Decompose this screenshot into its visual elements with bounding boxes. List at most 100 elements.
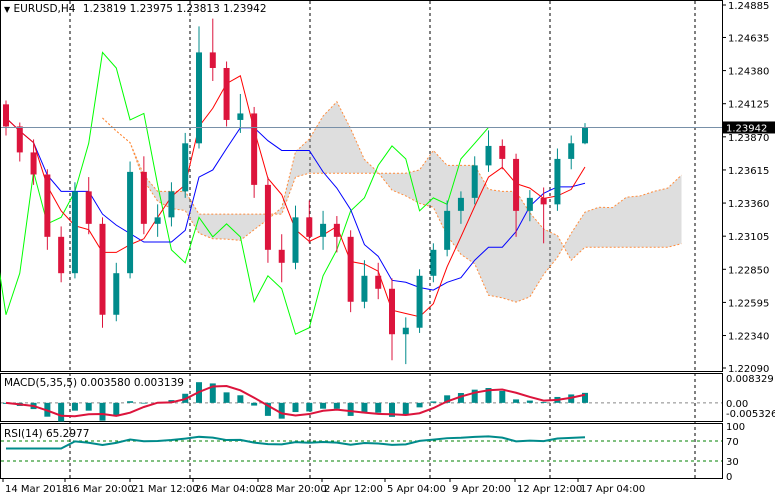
candle-body xyxy=(306,217,313,237)
macd-bar xyxy=(251,402,258,406)
macd-tick-label: 0.00 xyxy=(726,399,748,410)
macd-bar xyxy=(223,392,230,403)
candle-body xyxy=(361,275,368,302)
ohlc-readout: 1.23819 1.23975 1.23813 1.23942 xyxy=(82,3,267,15)
candle-body xyxy=(113,273,120,315)
macd-bar xyxy=(485,388,492,403)
price-tick-label: 1.22850 xyxy=(728,265,769,276)
rsi-label: RSI(14) 65.2977 xyxy=(4,428,90,440)
macd-bar xyxy=(513,399,520,403)
time-tick-label: 16 Mar 20:00 xyxy=(67,484,134,495)
candle-body xyxy=(3,104,9,127)
macd-bar xyxy=(526,400,533,403)
macd-bar xyxy=(430,401,437,403)
macd-bar xyxy=(292,402,299,413)
candle-body xyxy=(457,197,464,211)
macd-bar xyxy=(99,402,106,421)
macd-tick-label: -0.005326 xyxy=(726,409,775,420)
macd-bar xyxy=(402,402,409,416)
candle-body xyxy=(278,249,285,263)
macd-bar xyxy=(333,402,340,409)
candle-body xyxy=(196,52,202,144)
chikou-line xyxy=(0,51,489,335)
price-tick-label: 1.22090 xyxy=(728,364,769,375)
candle-body xyxy=(140,171,147,224)
macd-bar xyxy=(278,402,285,419)
candle-body xyxy=(223,67,230,120)
time-tick-label: 28 Mar 20:00 xyxy=(260,484,327,495)
macd-bar xyxy=(361,402,368,414)
price-tick-label: 1.23870 xyxy=(728,133,769,144)
price-tick-label: 1.23360 xyxy=(728,199,769,210)
time-tick-label: 5 Apr 04:00 xyxy=(387,484,446,495)
candle-body xyxy=(58,236,65,274)
triangle-down-icon[interactable]: ▼ xyxy=(4,5,11,14)
candle-body xyxy=(251,113,258,185)
candle-body xyxy=(168,191,175,218)
rsi-pane-frame xyxy=(0,423,723,479)
candle-body xyxy=(430,249,437,276)
time-tick-label: 14 Mar 2018 xyxy=(5,484,68,495)
macd-bar xyxy=(237,395,244,403)
candle-body xyxy=(499,145,506,159)
macd-bar xyxy=(582,392,588,403)
time-tick-label: 9 Apr 20:00 xyxy=(452,484,511,495)
rsi-tick-label: 70 xyxy=(726,437,739,448)
candle-body xyxy=(154,217,161,224)
candle-body xyxy=(582,127,588,144)
candle-body xyxy=(292,217,299,263)
candle-body xyxy=(568,143,575,159)
candle-body xyxy=(264,184,271,250)
price-tick-label: 1.23105 xyxy=(728,232,769,243)
rsi-line xyxy=(6,435,586,450)
candle-body xyxy=(182,143,189,192)
candle-body xyxy=(44,174,51,237)
macd-signal-line xyxy=(5,384,586,418)
macd-bar xyxy=(444,395,451,403)
macd-bar xyxy=(499,390,506,403)
candle-body xyxy=(389,288,395,335)
macd-bar xyxy=(140,402,147,404)
candle-body xyxy=(30,152,37,175)
candle-body xyxy=(333,223,340,237)
macd-bar xyxy=(306,402,313,412)
price-tick-label: 1.24635 xyxy=(728,33,769,44)
candle-body xyxy=(127,171,134,274)
candle-body xyxy=(416,275,423,328)
macd-tick-label: 0.008329 xyxy=(726,374,774,385)
chart-header: ▼ EURUSD,H4 1.23819 1.23975 1.23813 1.23… xyxy=(4,3,267,15)
candle-body xyxy=(540,197,547,205)
price-tick-label: 1.24380 xyxy=(728,67,769,78)
candle-body xyxy=(85,191,92,224)
macd-bar xyxy=(416,402,423,408)
macd-bar xyxy=(540,401,547,403)
symbol-label: EURUSD,H4 xyxy=(13,3,76,15)
price-tick-label: 1.22340 xyxy=(728,332,769,343)
candle-body xyxy=(99,223,106,315)
rsi-tick-label: 0 xyxy=(726,472,732,483)
macd-bar xyxy=(389,402,395,417)
candle-body xyxy=(209,52,216,68)
macd-bar xyxy=(127,401,134,403)
candle-body xyxy=(513,158,520,211)
time-tick-label: 21 Mar 12:00 xyxy=(132,484,199,495)
macd-bar xyxy=(471,389,478,403)
price-tick-label: 1.24125 xyxy=(728,100,769,111)
macd-bar xyxy=(320,402,327,409)
current-price-box xyxy=(723,121,775,134)
macd-bar xyxy=(347,402,354,416)
rsi-tick-label: 30 xyxy=(726,457,739,468)
macd-bar xyxy=(264,402,271,416)
price-tick-label: 1.24885 xyxy=(728,1,769,12)
macd-label: MACD(5,35,5) 0.003580 0.003139 xyxy=(4,377,184,389)
candle-body xyxy=(237,113,244,120)
candle-body xyxy=(471,165,478,198)
candle-body xyxy=(485,145,492,166)
current-price-label: 1.23942 xyxy=(726,123,767,134)
candle-body xyxy=(347,236,354,302)
macd-bar xyxy=(113,402,120,417)
ichimoku-cloud xyxy=(102,101,682,303)
macd-bar xyxy=(375,402,382,413)
